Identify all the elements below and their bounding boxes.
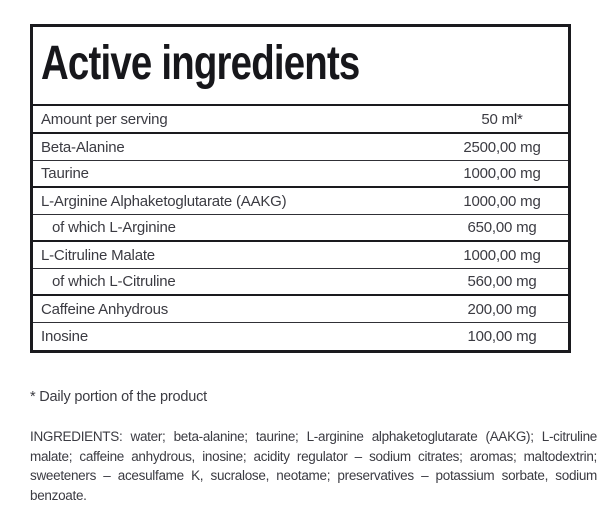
ingredient-amount: 100,00 mg [467,328,537,345]
table-row: L-Citruline Malate 1000,00 mg [33,242,568,269]
table-row: of which L-Arginine 650,00 mg [33,215,568,242]
daily-portion-footnote: * Daily portion of the product [30,389,207,405]
table-row: Taurine 1000,00 mg [33,161,568,188]
ingredient-amount: 560,00 mg [467,273,537,290]
table-row: Inosine 100,00 mg [33,323,568,350]
ingredient-amount: 650,00 mg [467,219,537,236]
table-row: of which L-Citruline 560,00 mg [33,269,568,296]
header-label: Amount per serving [41,110,168,128]
ingredient-amount: 200,00 mg [467,300,537,318]
ingredient-amount: 1000,00 mg [463,246,541,264]
panel-title: Active ingredients [41,37,360,90]
ingredient-name: Inosine [41,328,88,345]
ingredient-subname: of which L-Arginine [52,219,176,236]
panel-title-section: Active ingredients [33,27,568,106]
ingredient-name: L-Citruline Malate [41,246,155,264]
ingredient-amount: 1000,00 mg [463,165,541,182]
table-row: Caffeine Anhydrous 200,00 mg [33,296,568,323]
table-row: L-Arginine Alphaketoglutarate (AAKG) 100… [33,188,568,215]
table-row: Beta-Alanine 2500,00 mg [33,134,568,161]
header-serving-value: 50 ml* [481,110,523,128]
ingredient-name: Taurine [41,165,89,182]
ingredient-subname: of which L-Citruline [52,273,176,290]
ingredient-name: Caffeine Anhydrous [41,300,169,318]
ingredient-name: Beta-Alanine [41,138,125,156]
ingredient-amount: 1000,00 mg [463,192,541,210]
ingredient-name: L-Arginine Alphaketoglutarate (AAKG) [41,192,287,210]
active-ingredients-panel: Active ingredients Amount per serving 50… [30,24,571,353]
ingredients-paragraph: INGREDIENTS: water; beta-alanine; taurin… [30,429,597,503]
table-header-row: Amount per serving 50 ml* [33,106,568,134]
ingredient-amount: 2500,00 mg [463,138,541,156]
